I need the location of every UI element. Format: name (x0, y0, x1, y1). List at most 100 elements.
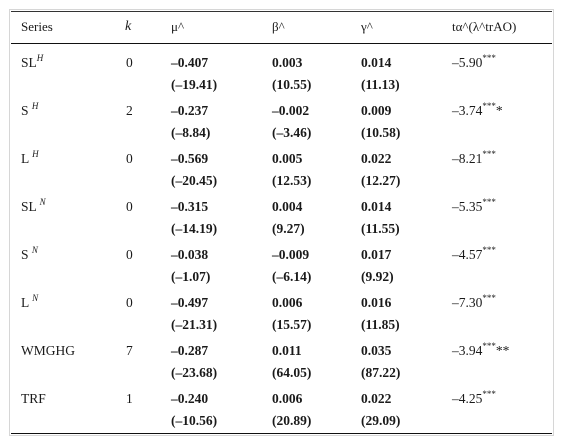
series-name: SLH (21, 53, 43, 71)
gamma-estimate: 0.035 (361, 343, 392, 358)
t-value: –3.74 (452, 103, 483, 118)
t-value: –5.90 (452, 55, 483, 70)
mu-tstat: (–8.84) (171, 125, 211, 140)
mu-tstat: (–14.19) (171, 221, 218, 236)
mu-estimate: –0.237 (171, 103, 209, 118)
t-statistic: –3.94***** (452, 340, 510, 359)
beta-tstat: (12.53) (272, 173, 312, 188)
series-name: L N (21, 292, 39, 311)
gamma-estimate: 0.014 (361, 199, 392, 214)
series-label: SL (21, 55, 37, 70)
beta-tstat: (15.57) (272, 317, 312, 332)
series-label: S (21, 247, 32, 262)
bottom-rule (11, 433, 552, 434)
beta-estimate: –0.002 (272, 103, 310, 118)
gamma-tstat: (87.22) (361, 365, 401, 380)
beta-tstat: (–6.14) (272, 269, 312, 284)
beta-tstat: (9.27) (272, 221, 305, 236)
header-series: Series (21, 19, 53, 34)
mu-tstat: (–21.31) (171, 317, 218, 332)
beta-estimate: 0.005 (272, 151, 303, 166)
beta-tstat: (–3.46) (272, 125, 312, 140)
lag-k: 2 (126, 103, 133, 118)
series-superscript: N (39, 196, 46, 207)
series-label: SL (21, 199, 40, 214)
t-statistic: –3.74**** (452, 101, 503, 119)
gamma-estimate: 0.016 (361, 295, 392, 310)
beta-tstat: (10.55) (272, 77, 312, 92)
t-significance: *** (482, 340, 496, 351)
series-name: SL N (21, 196, 46, 215)
lag-k: 1 (126, 391, 133, 406)
series-name: L H (21, 149, 39, 167)
series-name: TRF (21, 390, 46, 407)
table-row: WMGHG 7 –0.287 0.011 0.035 –3.94***** (–23.68)… (11, 335, 552, 383)
series-label: L (21, 295, 33, 310)
mu-tstat: (–23.68) (171, 365, 218, 380)
beta-estimate: –0.009 (272, 247, 310, 262)
beta-tstat: (20.89) (272, 413, 312, 428)
header-k: k (125, 19, 132, 34)
t-statistic: –4.25*** (452, 388, 496, 407)
table-row: S H 2 –0.237 –0.002 0.009 –3.74**** (–8.84) (–3… (11, 95, 552, 143)
series-name: WMGHG (21, 342, 75, 359)
gamma-tstat: (10.58) (361, 125, 401, 140)
t-value: –4.25 (452, 391, 483, 406)
gamma-estimate: 0.009 (361, 103, 392, 118)
gamma-estimate: 0.022 (361, 391, 392, 406)
gamma-estimate: 0.017 (361, 247, 392, 262)
series-superscript: H (31, 100, 39, 111)
table-row: SL N 0 –0.315 0.004 0.014 –5.35*** (–14.19) (9.… (11, 191, 552, 239)
mu-estimate: –0.497 (171, 295, 209, 310)
mu-estimate: –0.315 (171, 199, 209, 214)
series-superscript: N (31, 244, 38, 255)
mu-tstat: (–1.07) (171, 269, 211, 284)
series-label: L (21, 151, 33, 166)
t-value: –3.94 (452, 343, 483, 358)
mu-estimate: –0.287 (171, 343, 209, 358)
header-t: tα^(λ^trAO) (452, 19, 517, 34)
table-frame (9, 9, 554, 436)
gamma-estimate: 0.014 (361, 55, 392, 70)
beta-tstat: (64.05) (272, 365, 312, 380)
mu-estimate: –0.407 (171, 55, 209, 70)
t-significance: *** (482, 52, 496, 63)
t-value: –4.57 (452, 247, 483, 262)
mu-tstat: (–19.41) (171, 77, 218, 92)
t-statistic: –7.30*** (452, 292, 496, 311)
t-statistic: –5.90*** (452, 52, 496, 71)
table-row: S N 0 –0.038 –0.009 0.017 –4.57*** (–1.07) (–6.… (11, 239, 552, 287)
lag-k: 0 (126, 199, 133, 214)
table-row: TRF 1 –0.240 0.006 0.022 –4.25*** (–10.56) (20.… (11, 383, 552, 431)
top-rule (11, 11, 552, 12)
lag-k: 0 (126, 247, 133, 262)
beta-estimate: 0.011 (272, 343, 302, 358)
series-superscript: N (32, 292, 39, 303)
series-label: WMGHG (21, 343, 75, 358)
t-significance: *** (482, 388, 496, 399)
t-significance: *** (482, 196, 496, 207)
gamma-tstat: (9.92) (361, 269, 394, 284)
gamma-tstat: (29.09) (361, 413, 401, 428)
series-name: S H (21, 100, 39, 119)
table-row: SLH 0 –0.407 0.003 0.014 –5.90*** (–19.41) (10.… (11, 47, 552, 95)
lag-k: 0 (126, 151, 133, 166)
gamma-tstat: (12.27) (361, 173, 401, 188)
t-statistic: –8.21*** (452, 149, 496, 167)
series-label: TRF (21, 391, 46, 406)
t-value: –8.21 (452, 151, 483, 166)
mu-tstat: (–10.56) (171, 413, 218, 428)
t-extra-marker: ** (495, 343, 510, 358)
gamma-tstat: (11.85) (361, 317, 400, 332)
header-rule (11, 43, 552, 44)
header-gamma: γ^ (361, 19, 373, 34)
gamma-estimate: 0.022 (361, 151, 392, 166)
lag-k: 0 (126, 295, 133, 310)
t-value: –5.35 (452, 199, 483, 214)
lag-k: 0 (126, 55, 133, 70)
beta-estimate: 0.006 (272, 391, 303, 406)
beta-estimate: 0.003 (272, 55, 303, 70)
mu-tstat: (–20.45) (171, 173, 218, 188)
t-significance: *** (482, 292, 496, 303)
header-mu: μ^ (171, 19, 185, 34)
